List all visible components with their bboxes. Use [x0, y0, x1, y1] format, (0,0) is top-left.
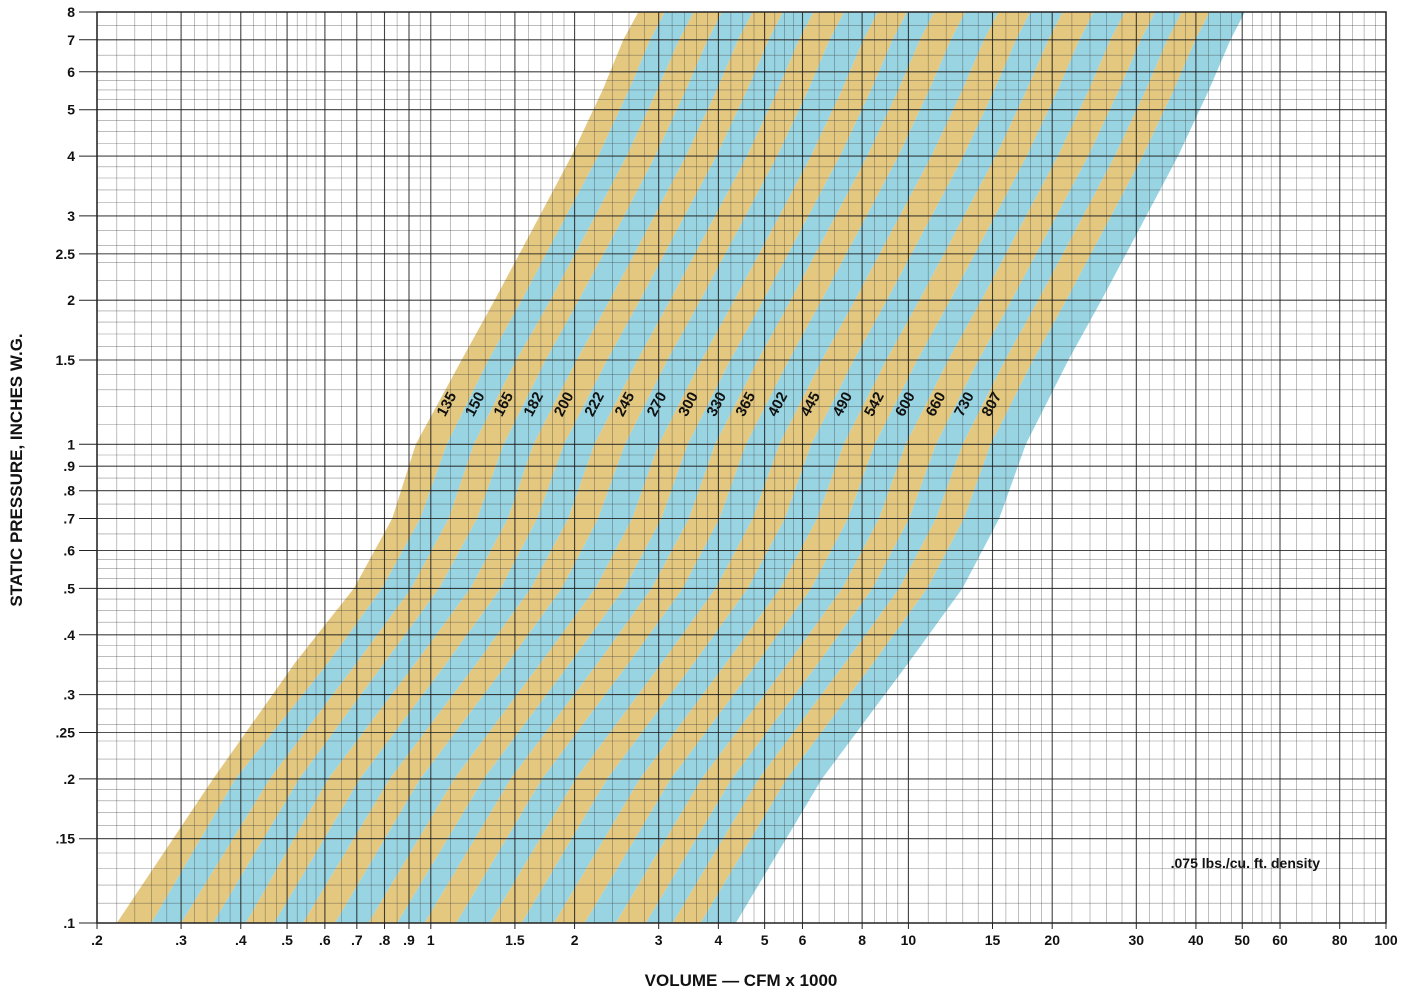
fan-band [397, 12, 935, 923]
fan-band [424, 12, 966, 923]
y-tick-label: 6 [67, 64, 75, 80]
fan-band [490, 12, 1031, 923]
y-tick-label: .1 [63, 915, 75, 931]
x-tick-label: .5 [281, 932, 293, 948]
fan-band [584, 12, 1125, 923]
x-tick-label: 60 [1272, 932, 1288, 948]
x-tick-label: .9 [403, 932, 415, 948]
y-tick-label: .8 [63, 483, 75, 499]
x-tick-label: .6 [319, 932, 331, 948]
y-tick-label: .6 [63, 543, 75, 559]
x-tick-label: 5 [761, 932, 769, 948]
fan-band [245, 12, 783, 923]
y-tick-label: .7 [63, 511, 75, 527]
fan-band [116, 12, 665, 923]
fan-band [521, 12, 1063, 923]
y-tick-label: 7 [67, 32, 75, 48]
fan-band [181, 12, 723, 923]
x-tick-label: 10 [901, 932, 917, 948]
y-tick-label: 5 [67, 102, 75, 118]
y-tick-label: .9 [63, 458, 75, 474]
x-tick-label: 2 [571, 932, 579, 948]
y-axis-title: STATIC PRESSURE, INCHES W.G. [7, 333, 26, 606]
fan-band [274, 12, 814, 923]
fan-band [335, 12, 878, 923]
x-tick-label: 30 [1129, 932, 1145, 948]
x-tick-label: 8 [858, 932, 866, 948]
x-tick-label: 15 [985, 932, 1001, 948]
fan-band [303, 12, 844, 923]
x-tick-label: 20 [1044, 932, 1060, 948]
x-tick-label: 4 [715, 932, 723, 948]
fan-band [645, 12, 1182, 923]
density-annotation: .075 lbs./cu. ft. density [1171, 855, 1321, 871]
fan-band [213, 12, 753, 923]
y-tick-label: 8 [67, 4, 75, 20]
x-tick-label: 1 [427, 932, 435, 948]
y-tick-label: .25 [56, 725, 76, 741]
plot-frame [96, 11, 1387, 924]
x-tick-label: 40 [1188, 932, 1204, 948]
fan-band [553, 12, 1094, 923]
x-tick-label: 3 [655, 932, 663, 948]
fan-band [151, 12, 694, 923]
x-tick-label: .2 [91, 932, 103, 948]
x-tick-label: 6 [799, 932, 807, 948]
y-tick-label: 1.5 [56, 352, 76, 368]
fan-band [672, 12, 1210, 923]
fan-band [700, 12, 1245, 923]
fan-band [615, 12, 1155, 923]
y-tick-label: 1 [67, 436, 75, 452]
x-axis-title: VOLUME — CFM x 1000 [645, 971, 838, 990]
y-tick-label: 3 [67, 208, 75, 224]
fan-bands [116, 12, 1245, 923]
x-tick-label: 80 [1332, 932, 1348, 948]
y-tick-label: .2 [63, 771, 75, 787]
y-tick-label: .4 [63, 627, 75, 643]
y-tick-label: 4 [67, 148, 75, 164]
y-tick-label: .3 [63, 687, 75, 703]
fan-band [368, 12, 907, 923]
y-axis-ticks: .1 .15 .2 .25 .3 .4 .5 .6 .7 .8 .9 1 1.5 2 2.5 3 4 5 6 7 8 [56, 4, 97, 931]
fan-band [456, 12, 999, 923]
y-tick-label: 2.5 [56, 246, 76, 262]
y-tick-label: .5 [63, 580, 75, 596]
x-tick-label: .7 [351, 932, 363, 948]
x-tick-label: 50 [1234, 932, 1250, 948]
x-axis-ticks: .2 .3 .4 .5 .6 .7 .8 .9 1 1.5 2 3 4 5 6 8 10 15 20 30 40 50 60… [91, 923, 1398, 948]
y-tick-label: .15 [56, 831, 76, 847]
x-tick-label: 100 [1374, 932, 1398, 948]
x-tick-label: .4 [235, 932, 247, 948]
x-tick-label: .8 [379, 932, 391, 948]
x-tick-label: 1.5 [505, 932, 525, 948]
x-tick-label: .3 [175, 932, 187, 948]
y-tick-label: 2 [67, 292, 75, 308]
